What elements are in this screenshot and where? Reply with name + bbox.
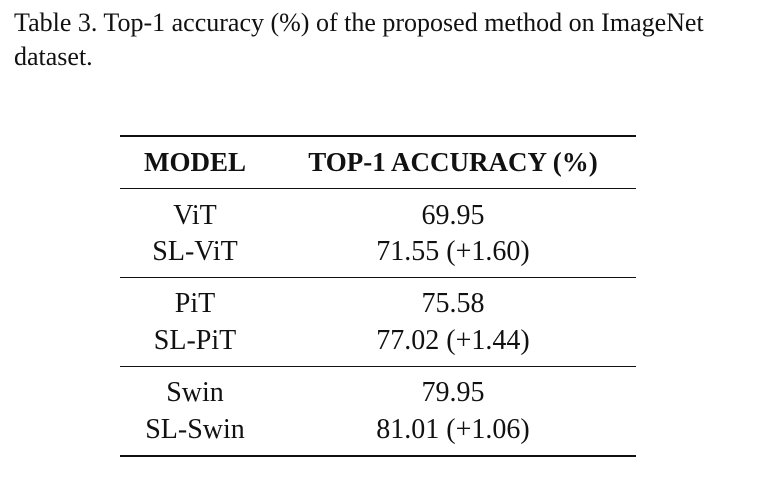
header-rule bbox=[120, 188, 636, 189]
group-rule bbox=[120, 277, 636, 278]
accuracy-cell: 69.95 bbox=[421, 200, 485, 231]
model-cell: SL-PiT bbox=[153, 325, 237, 356]
model-cell: ViT bbox=[173, 200, 217, 231]
table-top-rule bbox=[120, 135, 636, 137]
header-accuracy: TOP-1 ACCURACY (%) bbox=[308, 147, 598, 177]
model-cell: Swin bbox=[166, 377, 224, 408]
accuracy-cell: 77.02 (+1.44) bbox=[376, 325, 530, 356]
model-cell: PiT bbox=[174, 288, 216, 319]
model-cell: SL-ViT bbox=[152, 236, 238, 267]
header-model: MODEL bbox=[143, 147, 246, 177]
accuracy-cell: 71.55 (+1.60) bbox=[376, 236, 530, 267]
accuracy-cell: 75.58 bbox=[421, 288, 485, 319]
table-bottom-rule bbox=[120, 455, 636, 457]
accuracy-cell: 79.95 bbox=[421, 377, 485, 408]
table-caption: Table 3. Top-1 accuracy (%) of the propo… bbox=[14, 8, 704, 71]
group-rule bbox=[120, 366, 636, 367]
accuracy-cell: 81.01 (+1.06) bbox=[376, 414, 530, 445]
model-cell: SL-Swin bbox=[145, 414, 245, 445]
